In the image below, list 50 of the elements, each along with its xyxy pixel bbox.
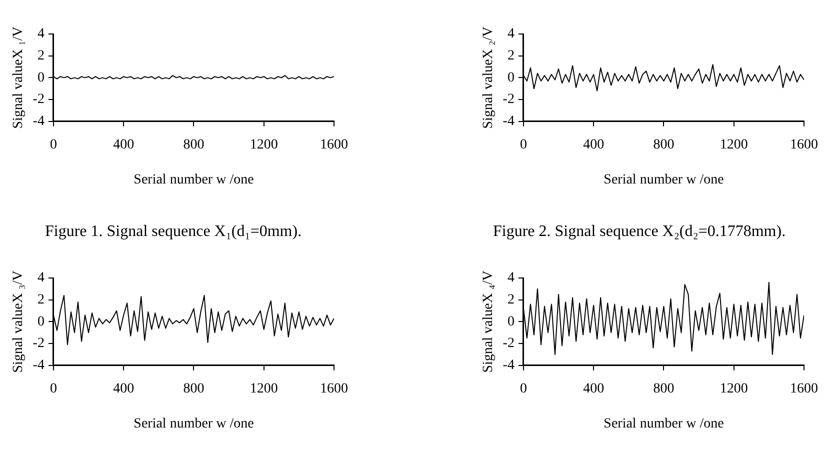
x-tick-label: 400 xyxy=(583,381,604,396)
x-tick-label: 1200 xyxy=(250,381,278,396)
x-tick-label: 1600 xyxy=(790,381,818,396)
y-tick-label: 4 xyxy=(507,270,514,286)
y-tick-label: 2 xyxy=(37,48,44,64)
x-axis-title: Serial number w /one xyxy=(134,172,254,188)
y-tick-label: 4 xyxy=(507,26,514,42)
x-tick-label: 1200 xyxy=(250,137,278,152)
y-tick-label: -2 xyxy=(32,92,44,108)
y-axis-title: Signal valueX ₁/V xyxy=(11,26,26,129)
x-tick-label: 1200 xyxy=(720,381,748,396)
x-tick-label: 1600 xyxy=(790,137,818,152)
x-tick-label: 400 xyxy=(113,381,134,396)
x-tick-label: 400 xyxy=(113,137,134,152)
x-tick-label: 0 xyxy=(520,137,527,152)
x-axis-title: Serial number w /one xyxy=(604,416,724,432)
y-tick-label: 2 xyxy=(37,292,44,308)
y-tick-label: 0 xyxy=(507,314,514,330)
x-tick-label: 800 xyxy=(183,381,204,396)
y-tick-label: -4 xyxy=(32,358,44,374)
caption: Figure 1. Signal sequence X₁(d₁=0mm). xyxy=(45,223,302,241)
y-tick-label: 2 xyxy=(507,292,514,308)
y-tick-label: -4 xyxy=(32,114,44,130)
x-tick-label: 1600 xyxy=(320,381,348,396)
x-tick-label: 800 xyxy=(653,381,674,396)
y-tick-label: 2 xyxy=(507,48,514,64)
x-axis-title: Serial number w /one xyxy=(134,416,254,432)
y-tick-label: 4 xyxy=(37,270,44,286)
x-tick-label: 0 xyxy=(50,137,57,152)
y-tick-label: 0 xyxy=(507,70,514,86)
x-tick-label: 0 xyxy=(50,381,57,396)
y-tick-label: 0 xyxy=(37,70,44,86)
x-tick-label: 400 xyxy=(583,137,604,152)
y-tick-label: -4 xyxy=(502,114,514,130)
y-axis-title: Signal valueX ₂/V xyxy=(481,26,496,129)
caption: Figure 2. Signal sequence X₂(d₂=0.1778mm). xyxy=(493,223,786,241)
y-axis-title: Signal valueX ₄/V xyxy=(481,270,496,373)
x-tick-label: 0 xyxy=(520,381,527,396)
x-tick-label: 800 xyxy=(653,137,674,152)
y-tick-label: -2 xyxy=(32,336,44,352)
y-tick-label: 4 xyxy=(37,26,44,42)
y-tick-label: 0 xyxy=(37,314,44,330)
y-tick-label: -4 xyxy=(502,358,514,374)
y-axis-title: Signal valueX ₃/V xyxy=(11,270,26,373)
x-axis-title: Serial number w /one xyxy=(604,172,724,188)
x-tick-label: 800 xyxy=(183,137,204,152)
y-tick-label: -2 xyxy=(502,336,514,352)
x-tick-label: 1600 xyxy=(320,137,348,152)
y-tick-label: -2 xyxy=(502,92,514,108)
x-tick-label: 1200 xyxy=(720,137,748,152)
